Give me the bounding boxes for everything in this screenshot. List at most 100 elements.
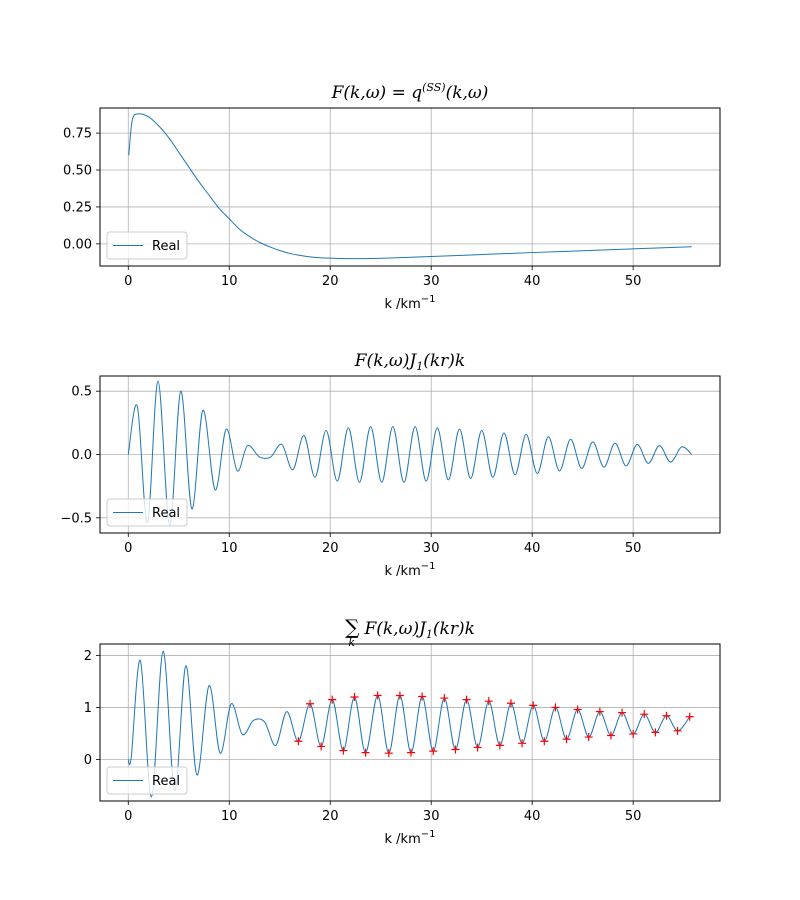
y-tick-label: 0.0 xyxy=(71,448,92,463)
y-tick-label: 2 xyxy=(84,649,92,664)
x-tick-label: 20 xyxy=(322,541,339,556)
marker-point xyxy=(562,735,571,744)
marker-point xyxy=(518,739,527,748)
legend-label: Real xyxy=(152,506,180,521)
title-subscript: 1 xyxy=(426,628,433,641)
axes-frame xyxy=(99,107,721,267)
marker-point xyxy=(540,737,549,746)
x-tick-label: 40 xyxy=(524,809,541,824)
x-tick-label: 10 xyxy=(221,274,238,289)
marker-point xyxy=(529,701,538,710)
marker-point xyxy=(640,710,649,719)
marker-point xyxy=(350,693,359,702)
x-tick-label: 30 xyxy=(423,274,440,289)
x-tick-label: 20 xyxy=(322,809,339,824)
marker-point xyxy=(551,703,560,712)
x-tick-label: 40 xyxy=(524,274,541,289)
x-axis-label: k /km−1 xyxy=(385,829,436,847)
legend: Real xyxy=(106,231,188,260)
x-axis-label: k /km−1 xyxy=(385,561,436,579)
y-tick-label: 0 xyxy=(84,753,92,768)
x-tick-label: 50 xyxy=(625,809,642,824)
x-tick-label: 50 xyxy=(625,541,642,556)
title-sigma: ∑ xyxy=(345,615,360,639)
x-axis-label-superscript: −1 xyxy=(421,561,436,572)
title-main: F(k,ω) = q xyxy=(331,83,423,103)
marker-point xyxy=(440,694,449,703)
x-axis-label-text: k /km xyxy=(385,564,421,579)
legend-label: Real xyxy=(152,774,180,789)
legend-box xyxy=(106,231,188,260)
marker-point xyxy=(294,737,303,746)
marker-point xyxy=(339,746,348,755)
x-axis-label-superscript: −1 xyxy=(421,829,436,840)
marker-point xyxy=(317,742,326,751)
marker-point xyxy=(451,745,460,754)
x-tick-label: 0 xyxy=(124,541,132,556)
x-tick-label: 0 xyxy=(124,274,132,289)
legend: Real xyxy=(106,498,188,527)
marker-point xyxy=(462,695,471,704)
title-subscript: 1 xyxy=(416,360,423,373)
marker-point xyxy=(685,712,694,721)
x-axis-label-text: k /km xyxy=(385,832,421,847)
chart-panel-3: 0 10 20 30 40 50 0 1 2 k /km−1 ∑ k F(k,ω)J1(kr)k Rea… xyxy=(84,615,721,847)
marker-point xyxy=(473,743,482,752)
marker-point xyxy=(484,697,493,706)
marker-point xyxy=(395,691,404,700)
legend-box xyxy=(106,766,188,795)
x-tick-label: 0 xyxy=(124,809,132,824)
marker-point xyxy=(418,692,427,701)
title-sigma-subscript: k xyxy=(348,636,355,649)
x-tick-label: 10 xyxy=(221,541,238,556)
title-superscript: (SS) xyxy=(422,81,445,94)
marker-point xyxy=(573,705,582,714)
marker-point xyxy=(306,699,315,708)
chart-panel-1: 0 10 20 30 40 50 0.00 0.25 0.50 0.75 k /km−1 F(k,ω)… xyxy=(63,81,721,312)
title-tail: (k,ω) xyxy=(446,83,489,103)
y-tick-label: −0.5 xyxy=(60,511,92,526)
marker-point xyxy=(651,728,660,737)
series-line-real xyxy=(127,380,693,526)
title-main: F(k,ω)J xyxy=(354,351,418,371)
x-tick-label: 40 xyxy=(524,541,541,556)
y-tick-label: 0.50 xyxy=(63,164,92,179)
x-axis-label-text: k /km xyxy=(385,297,421,312)
chart-title: ∑ k F(k,ω)J1(kr)k xyxy=(345,615,475,649)
y-tick-label: 0.75 xyxy=(63,127,92,142)
marker-point xyxy=(629,729,638,738)
x-tick-label: 50 xyxy=(625,274,642,289)
marker-point xyxy=(506,699,515,708)
chart-title: F(k,ω) = q(SS)(k,ω) xyxy=(331,81,489,103)
marker-point xyxy=(429,747,438,756)
marker-point xyxy=(384,749,393,758)
x-tick-label: 10 xyxy=(221,809,238,824)
x-tick-label: 20 xyxy=(322,274,339,289)
marker-point xyxy=(407,748,416,757)
chart-title: F(k,ω)J1(kr)k xyxy=(354,351,465,373)
legend-label: Real xyxy=(152,239,180,254)
marker-point xyxy=(618,708,627,717)
x-axis-label: k /km−1 xyxy=(385,294,436,312)
marker-point xyxy=(328,695,337,704)
marker-point xyxy=(662,711,671,720)
x-axis-label-superscript: −1 xyxy=(421,294,436,305)
series-line-real xyxy=(128,113,692,260)
title-tail: (kr)k xyxy=(423,351,465,371)
marker-point xyxy=(361,748,370,757)
series-line-real xyxy=(127,650,691,798)
marker-point xyxy=(373,691,382,700)
marker-point xyxy=(584,733,593,742)
marker-point xyxy=(495,741,504,750)
y-tick-label: 0.00 xyxy=(63,237,92,252)
marker-point xyxy=(606,731,615,740)
title-main: F(k,ω)J xyxy=(359,619,427,639)
y-tick-label: 0.25 xyxy=(63,200,92,215)
legend: Real xyxy=(106,766,188,795)
axes-frame xyxy=(99,643,721,802)
x-tick-label: 30 xyxy=(423,541,440,556)
title-tail: (kr)k xyxy=(433,619,475,639)
y-tick-label: 0.5 xyxy=(71,385,92,400)
x-tick-label: 30 xyxy=(423,809,440,824)
marker-point xyxy=(673,726,682,735)
